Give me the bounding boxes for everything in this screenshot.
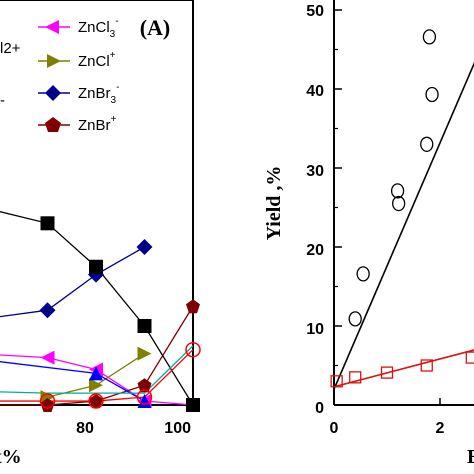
legend-text-znbr3: ZnBr (78, 85, 111, 102)
data-point-circles (348, 311, 362, 327)
data-point-ZnCl3- (40, 350, 55, 365)
panel-b-x-label: E (467, 446, 474, 468)
svg-text:ZnBr3-: ZnBr3 - (78, 82, 119, 106)
data-point-ZnBr+ (137, 378, 152, 393)
data-point-circles (420, 136, 434, 152)
panel-b-y-tick-40: 40 (306, 83, 324, 100)
legend-marker-znbr3 (45, 85, 61, 101)
data-point-square (89, 259, 103, 274)
data-point-circles (356, 266, 370, 282)
legend-marker-zncl3 (45, 20, 59, 34)
data-point-ZnCl+ (89, 378, 103, 393)
legend-sub-znbr3: 3 (111, 95, 117, 106)
data-point-circles (422, 29, 437, 45)
panel-b-fit-lines (333, 61, 474, 390)
data-point-circle (88, 393, 104, 409)
data-point-squares (465, 351, 474, 364)
legend-text-zncl: ZnCl (78, 53, 110, 70)
legend-sub-zncl3: 3 (110, 29, 116, 40)
data-point-triangle-up (89, 366, 103, 381)
panel-a-x-label: t% (0, 446, 22, 468)
panel-b-y-tick-10: 10 (306, 321, 324, 338)
data-point-square (186, 398, 200, 412)
panel-b: 50 40 30 20 10 0 0 2 E Yield ,% (263, 0, 474, 468)
data-point-triangle-up (137, 394, 152, 409)
legend-sup-znbr: + (111, 114, 117, 125)
data-point-square (137, 319, 152, 333)
data-point-squares (380, 366, 394, 379)
panel-a-x-tick-80: 80 (76, 420, 94, 437)
data-point-ZnBr+ (89, 394, 103, 409)
data-point-squares (349, 371, 362, 384)
panel-b-markers (330, 29, 474, 388)
panel-a: 80 100 t% (A) l2+ - ZnCl3- ZnCl+ ZnBr3- (0, 0, 201, 468)
data-point-ZnBr3- (39, 302, 56, 319)
panel-a-markers (39, 216, 201, 412)
fit-line-1 (333, 349, 474, 388)
legend-sup-znbr3: - (116, 82, 119, 93)
legend-text-zncl3: ZnCl (78, 19, 110, 36)
legend-item-zncl: ZnCl+ (38, 50, 116, 70)
legend-item-znbr: ZnBr+ (38, 114, 117, 134)
series-line-ZnBr+ (0, 305, 194, 406)
legend-marker-zncl (47, 54, 61, 68)
panel-a-x-tick-100: 100 (164, 420, 191, 437)
svg-text:ZnCl+: ZnCl+ (78, 50, 116, 70)
legend-text-znbr: ZnBr (78, 117, 111, 134)
legend-partial-2: - (0, 92, 5, 109)
data-point-squares (330, 375, 343, 388)
legend-item-znbr3: ZnBr3 - (38, 82, 119, 106)
data-point-square (40, 216, 55, 231)
legend-sup-zncl: + (110, 50, 116, 61)
legend-item-zncl3: ZnCl3 - (38, 16, 119, 40)
series-line-ZnBr3- (0, 246, 145, 318)
data-point-ZnBr+ (186, 299, 200, 314)
data-point-circles (425, 86, 439, 103)
legend: ZnCl3- ZnCl+ ZnBr3- ZnBr+ (38, 16, 119, 134)
data-point-squares (420, 359, 433, 372)
panel-b-y-tick-20: 20 (306, 242, 324, 259)
panel-b-y-label: Yield ,% (263, 166, 285, 241)
panel-a-label: (A) (140, 15, 171, 40)
svg-text:ZnBr+: ZnBr+ (78, 114, 117, 134)
panel-b-ticks (333, 9, 441, 406)
svg-text:ZnCl3-: ZnCl3 - (78, 16, 119, 40)
legend-partial-1: l2+ (0, 40, 21, 57)
data-point-ZnCl+ (137, 346, 152, 361)
data-point-circle (39, 393, 56, 409)
legend-sup-zncl3: - (115, 16, 118, 27)
panel-b-y-tick-30: 30 (306, 163, 324, 180)
panel-b-x-tick-2: 2 (436, 420, 445, 437)
panel-b-y-tick-0: 0 (315, 400, 324, 417)
series-line-cyan (0, 345, 194, 394)
fit-line-0 (333, 61, 474, 390)
data-point-circles (392, 195, 406, 212)
legend-marker-znbr (45, 117, 61, 132)
panel-b-x-tick-0: 0 (330, 420, 339, 437)
panel-b-y-tick-50: 50 (306, 3, 324, 20)
data-point-circles (390, 183, 405, 199)
data-point-ZnBr3- (136, 239, 153, 255)
data-point-circle (185, 341, 201, 358)
data-point-circle (136, 389, 153, 405)
data-point-ZnBr+ (40, 398, 55, 412)
